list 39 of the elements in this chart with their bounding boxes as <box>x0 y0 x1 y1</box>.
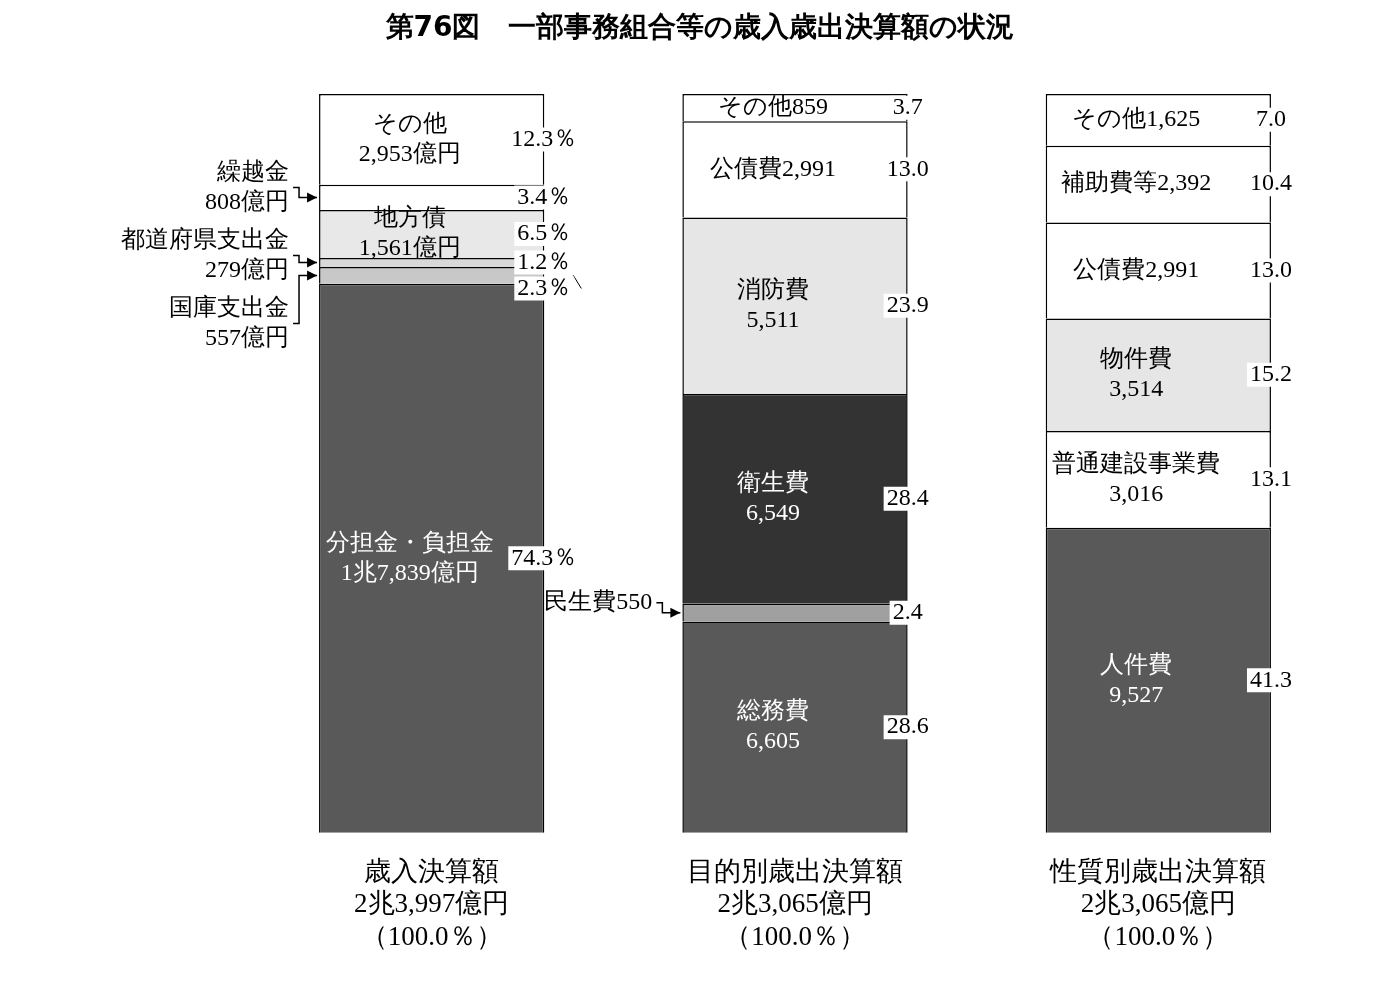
data-label: 41.3 <box>1249 665 1292 692</box>
annotation: 繰越金 808億円 <box>205 157 290 214</box>
annotation: 公債費2,991 <box>710 154 836 181</box>
data-label: 2.3％ <box>517 273 572 300</box>
data-label: 12.3％ <box>511 124 578 151</box>
x-tick-label: 歳入決算額2兆3,997億円（100.0％） <box>354 856 510 951</box>
chart-title: 第76図 一部事務組合等の歳入歳出決算額の状況 <box>384 9 1016 44</box>
data-label: 10.4 <box>1249 169 1292 196</box>
x-tick-label: 性質別歳出決算額2兆3,065億円（100.0％） <box>1049 856 1267 951</box>
data-label: 2.4 <box>892 597 923 624</box>
data-label: 1.2％ <box>517 247 572 274</box>
data-label: 28.6 <box>886 712 929 739</box>
annotation: 国庫支出金 557億円 <box>169 293 290 350</box>
annotation: 公債費2,991 <box>1073 255 1200 282</box>
annotation: 民生費550 <box>544 587 653 614</box>
data-label: 7.0 <box>1255 105 1286 132</box>
data-label: 3.7 <box>892 92 923 119</box>
data-label: 74.3％ <box>511 543 578 570</box>
annotation: その他 2,953億円 <box>358 109 461 166</box>
annotation: 物件費 3,514 <box>1100 345 1173 402</box>
annotation: 都道府県支出金 279億円 <box>121 225 290 282</box>
annotation: 総務費 6,605 <box>736 697 809 754</box>
data-label: 13.1 <box>1249 464 1292 491</box>
annotation: その他859 <box>718 92 828 119</box>
data-label: 3.4％ <box>517 182 572 209</box>
annotation: 普通建設事業費 3,016 <box>1052 449 1221 506</box>
data-label: 15.2 <box>1249 360 1292 387</box>
data-label: 23.9 <box>886 290 929 317</box>
x-tick-label: 目的別歳出決算額2兆3,065億円（100.0％） <box>687 856 903 951</box>
data-label: 13.0 <box>1249 255 1292 282</box>
annotation: 補助費等2,392 <box>1061 169 1212 196</box>
data-label: 6.5％ <box>517 219 572 246</box>
annotation: その他1,625 <box>1072 105 1201 132</box>
data-label: 28.4 <box>886 484 929 511</box>
annotation: 消防費 5,511 <box>737 275 809 332</box>
annotation: 分担金・負担金 1兆7,839億円 <box>325 528 494 585</box>
annotation: 人件費 9,527 <box>1100 650 1173 707</box>
annotation: 衛生費 6,549 <box>737 469 809 526</box>
data-label: 13.0 <box>886 154 929 181</box>
